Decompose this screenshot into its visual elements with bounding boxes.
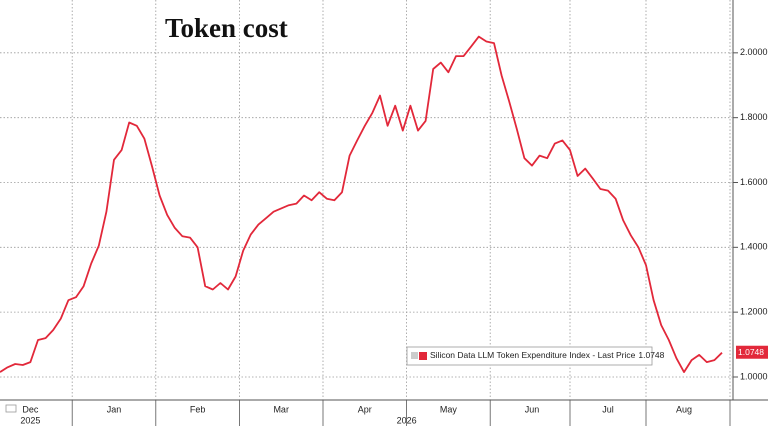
last-price-tag xyxy=(736,345,768,359)
legend-swatch xyxy=(419,352,427,360)
chart-title: Token cost xyxy=(165,13,288,43)
y-tick-label: 2.0000 xyxy=(740,47,768,57)
x-tick-label: Jul xyxy=(602,404,614,414)
x-tick-label: Mar xyxy=(273,404,289,414)
y-tick-label: 1.4000 xyxy=(740,242,768,252)
y-tick-label: 1.6000 xyxy=(740,177,768,187)
x-tick-label: Aug xyxy=(676,404,692,414)
year-label: 2026 xyxy=(397,415,417,425)
data-line xyxy=(0,35,723,373)
x-tick-label: Dec xyxy=(22,404,39,414)
legend-label: Silicon Data LLM Token Expenditure Index… xyxy=(430,350,665,360)
legend: Silicon Data LLM Token Expenditure Index… xyxy=(406,346,665,366)
legend-value: 1.0748 xyxy=(638,350,664,360)
legend-swatch-outline xyxy=(411,352,418,359)
year-label: 2025 xyxy=(20,415,40,425)
x-tick-label: May xyxy=(440,404,458,414)
x-tick-label: Jun xyxy=(525,404,540,414)
x-tick-label: Jan xyxy=(107,404,122,414)
icon xyxy=(5,404,17,413)
legend-box xyxy=(406,346,653,366)
y-tick-label: 1.2000 xyxy=(740,307,768,317)
last-price-label: 1.0748 xyxy=(738,347,764,357)
y-tick-label: 1.0000 xyxy=(740,371,768,381)
legend-name: Silicon Data LLM Token Expenditure Index… xyxy=(430,350,636,360)
y-tick-label: 1.8000 xyxy=(740,112,768,122)
x-tick-label: Feb xyxy=(190,404,206,414)
x-tick-label: Apr xyxy=(358,404,372,414)
